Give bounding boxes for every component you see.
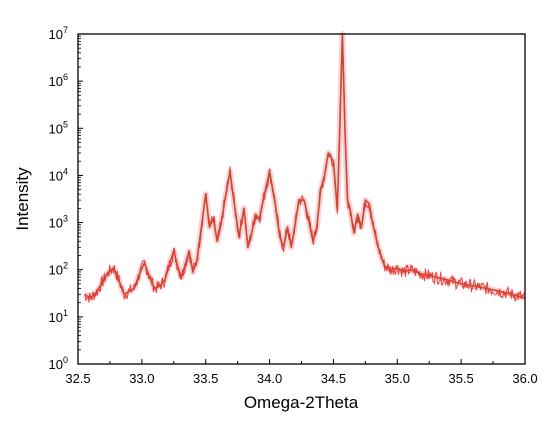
- y-tick-exp: 6: [63, 72, 68, 82]
- y-tick-exp: 4: [63, 166, 68, 176]
- y-tick-label: 102: [49, 261, 68, 278]
- x-tick-label: 35.0: [385, 371, 410, 386]
- y-axis-title: Intensity: [13, 167, 32, 231]
- y-tick-exp: 3: [63, 214, 68, 224]
- y-tick-label: 103: [49, 214, 68, 231]
- x-tick-label: 35.5: [448, 371, 473, 386]
- y-tick-exp: 7: [63, 25, 68, 35]
- x-tick-label: 33.0: [129, 371, 154, 386]
- y-tick-base: 10: [49, 216, 63, 231]
- series-line: [83, 33, 526, 299]
- y-tick-label: 105: [49, 119, 68, 136]
- y-tick-base: 10: [49, 27, 63, 42]
- x-tick-label: 36.0: [512, 371, 537, 386]
- y-tick-exp: 0: [63, 355, 68, 365]
- y-tick-base: 10: [49, 357, 63, 372]
- y-tick-exp: 2: [63, 261, 68, 271]
- y-tick-label: 104: [49, 166, 68, 183]
- x-tick-label: 34.0: [257, 371, 282, 386]
- x-ticks: 32.5 33.0 33.5 34.0 34.5 35.0 35.5 36.0: [65, 359, 538, 386]
- y-tick-label: 107: [49, 25, 68, 42]
- x-tick-label: 33.5: [193, 371, 218, 386]
- series-noise: [84, 49, 525, 303]
- x-tick-label: 32.5: [65, 371, 90, 386]
- y-tick-base: 10: [49, 168, 63, 183]
- y-tick-label: 101: [49, 308, 68, 325]
- y-tick-base: 10: [49, 74, 63, 89]
- series-layer: [82, 31, 526, 303]
- y-tick-base: 10: [49, 310, 63, 325]
- series-halo: [82, 31, 526, 302]
- x-tick-label: 34.5: [321, 371, 346, 386]
- y-tick-label: 106: [49, 72, 68, 89]
- y-tick-exp: 5: [63, 119, 68, 129]
- x-axis-title: Omega-2Theta: [244, 393, 359, 412]
- y-tick-label: 100: [49, 355, 68, 372]
- y-tick-base: 10: [49, 121, 63, 136]
- y-tick-base: 10: [49, 263, 63, 278]
- y-tick-exp: 1: [63, 308, 68, 318]
